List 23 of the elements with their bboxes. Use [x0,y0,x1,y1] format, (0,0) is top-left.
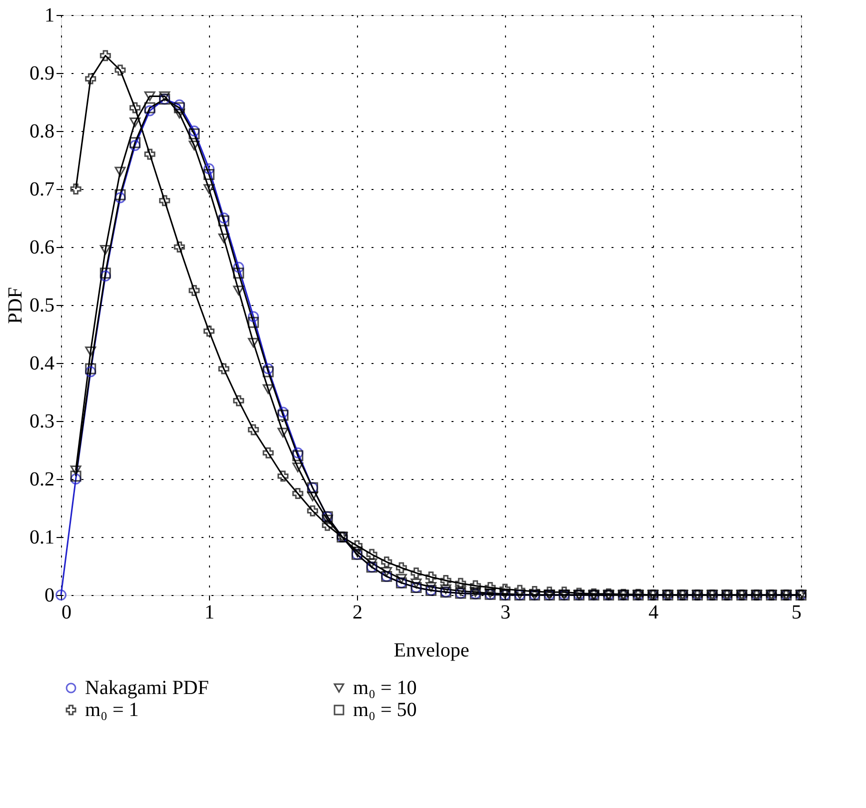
legend-label: m₀ = 1 [85,699,139,721]
x-tick-label: 0 [62,602,72,624]
y-tick-label: 0.6 [30,236,54,258]
y-tick-label: 0.5 [30,294,54,316]
y-tick-label: 1 [44,4,54,26]
y-axis-title: PDF [4,287,26,324]
y-tick-label: 0.1 [30,526,54,548]
legend-label: m₀ = 50 [353,699,417,721]
legend-label: m₀ = 10 [353,677,417,699]
x-tick-label: 5 [792,602,802,624]
x-tick-label: 4 [648,602,658,624]
x-tick-label: 1 [204,602,214,624]
x-tick-label: 3 [500,602,510,624]
y-tick-label: 0.9 [30,62,54,84]
y-tick-label: 0.3 [30,410,54,432]
y-tick-label: 0.2 [30,468,54,490]
legend-label: Nakagami PDF [85,677,209,699]
y-tick-label: 0.4 [30,352,54,374]
y-tick-label: 0 [44,584,54,606]
y-tick-label: 0.8 [30,120,54,142]
y-tick-label: 0.7 [30,178,54,200]
x-axis-title: Envelope [394,640,470,662]
x-tick-label: 2 [352,602,362,624]
